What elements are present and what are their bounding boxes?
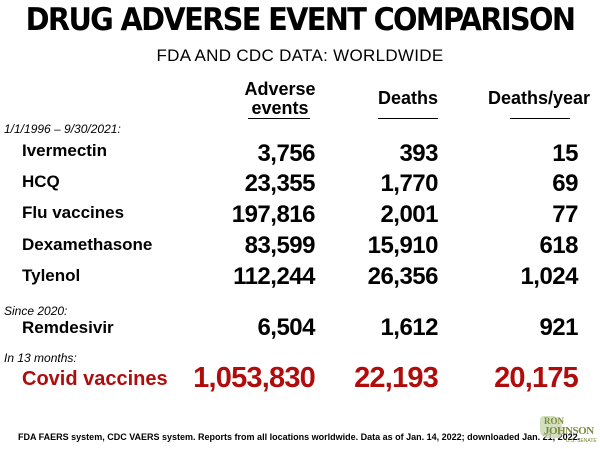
deaths-per-year-value: 15	[552, 140, 578, 167]
row-label: Tylenol	[22, 266, 81, 285]
deaths-per-year-value: 20,175	[494, 362, 579, 394]
adverse-events-value: 6,504	[257, 314, 315, 341]
deaths-per-year-value: 69	[552, 170, 578, 197]
column-underline-deaths	[378, 118, 438, 119]
column-header-deaths-per-year: Deaths/year	[487, 88, 591, 108]
section-label-period3: In 13 months:	[4, 351, 77, 365]
adverse-events-value: 23,355	[244, 170, 316, 197]
logo-line2: JOHNSON	[544, 425, 594, 437]
adverse-events-value: 3,756	[257, 140, 315, 167]
deaths-value: 26,356	[367, 263, 439, 290]
section-label-period2: Since 2020:	[4, 304, 68, 318]
adverse-events-value: 83,599	[244, 232, 316, 259]
deaths-value: 1,770	[380, 170, 438, 197]
row-label: Dexamethasone	[22, 235, 153, 254]
column-header-adverse-line1: Adverse	[244, 79, 316, 99]
logo-line1: RON	[544, 416, 564, 426]
row-label: Flu vaccines	[22, 203, 125, 222]
deaths-value: 1,612	[380, 314, 438, 341]
column-header-deaths: Deaths	[377, 88, 439, 108]
column-header-adverse-line2: events	[251, 98, 309, 118]
deaths-value: 393	[399, 140, 438, 167]
state-shape-icon	[540, 416, 562, 438]
deaths-per-year-value: 1,024	[520, 263, 578, 290]
logo-line3: U.S. SENATE	[566, 438, 597, 444]
adverse-events-value: 1,053,830	[193, 362, 316, 394]
deaths-value: 22,193	[354, 362, 439, 394]
row-label: Covid vaccines	[22, 368, 168, 390]
deaths-value: 15,910	[367, 232, 439, 259]
column-header-adverse: Adverse events	[240, 80, 320, 118]
deaths-per-year-value: 77	[552, 201, 578, 228]
row-label: HCQ	[22, 172, 60, 191]
column-underline-adverse	[248, 118, 310, 119]
senator-logo: RON JOHNSON U.S. SENATE	[536, 416, 597, 446]
column-underline-deaths-per-year	[510, 118, 570, 119]
deaths-per-year-value: 921	[539, 314, 578, 341]
page-subtitle: FDA AND CDC DATA: WORLDWIDE	[156, 46, 444, 65]
deaths-per-year-value: 618	[539, 232, 578, 259]
section-label-period1: 1/1/1996 – 9/30/2021:	[4, 122, 121, 136]
adverse-events-value: 197,816	[231, 201, 316, 228]
row-label: Ivermectin	[22, 141, 108, 160]
source-footnote: FDA FAERS system, CDC VAERS system. Repo…	[18, 432, 581, 442]
adverse-events-value: 112,244	[233, 263, 315, 290]
row-label: Remdesivir	[22, 318, 114, 337]
page-title: DRUG ADVERSE EVENT COMPARISON	[25, 2, 576, 38]
deaths-value: 2,001	[380, 201, 438, 228]
